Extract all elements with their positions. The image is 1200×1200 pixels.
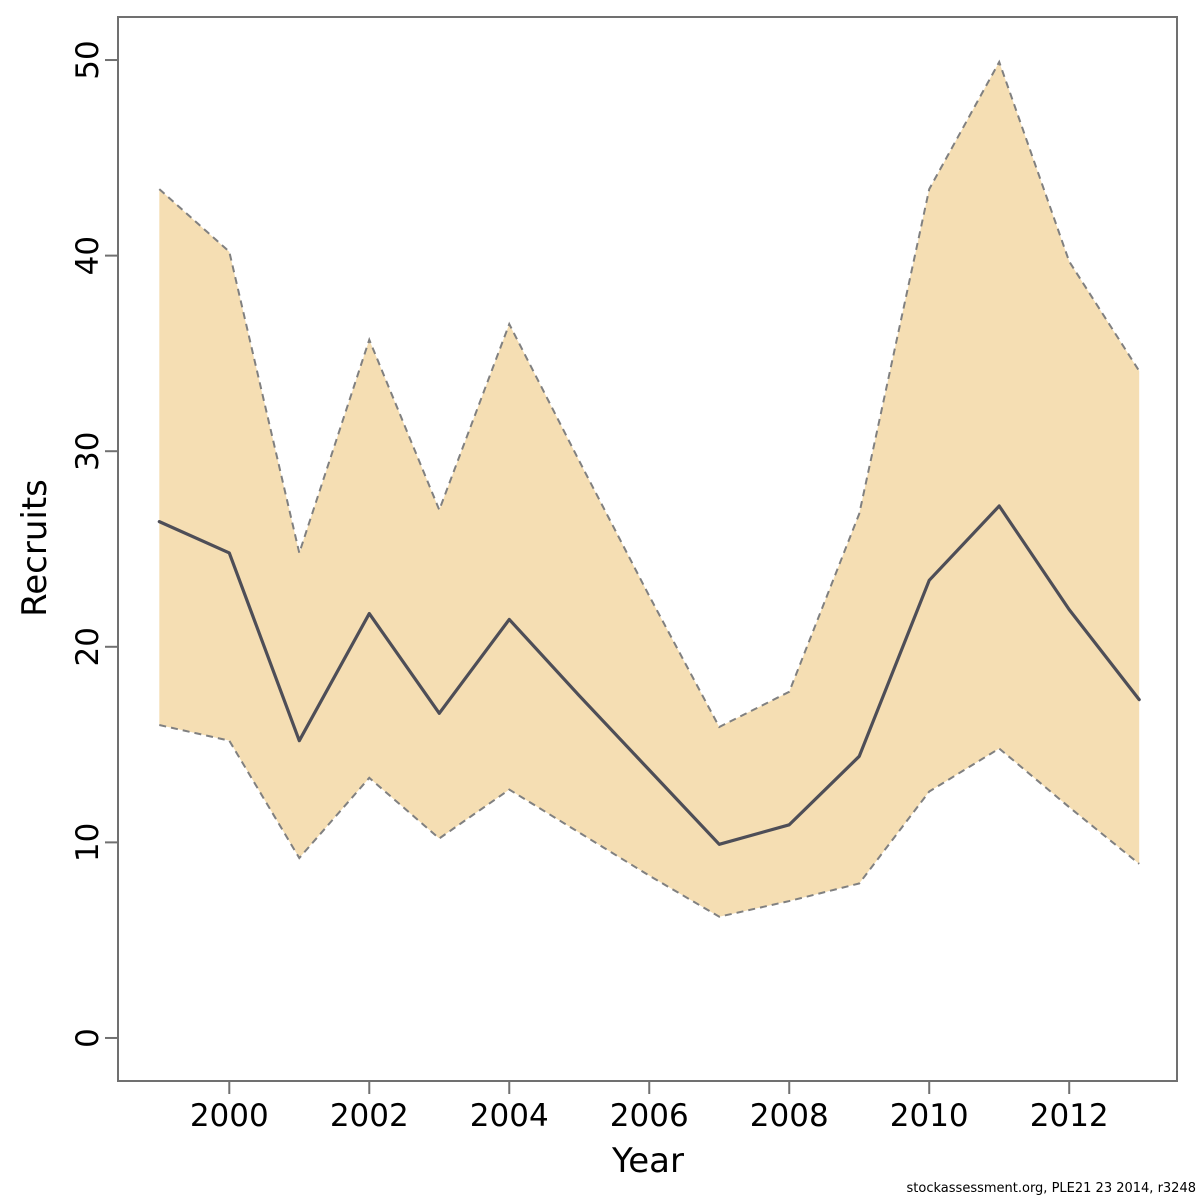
ci-lower-line <box>159 724 1140 918</box>
x-tick-label: 2006 <box>610 1098 689 1134</box>
y-tick-label: 20 <box>70 627 106 666</box>
x-tick-label: 2012 <box>1030 1098 1109 1134</box>
x-tick-label: 2000 <box>190 1098 269 1134</box>
x-tick-label: 2004 <box>470 1098 549 1134</box>
x-tick-label: 2002 <box>330 1098 409 1134</box>
confidence-band <box>159 61 1140 917</box>
y-axis-title: Recruits <box>15 479 55 617</box>
x-axis-title: Year <box>612 1141 684 1181</box>
x-tick-label: 2010 <box>890 1098 969 1134</box>
watermark-text: stockassessment.org, PLE21 23 2014, r324… <box>906 1181 1196 1196</box>
y-tick-label: 10 <box>70 823 106 862</box>
y-tick-label: 0 <box>70 1028 106 1048</box>
ci-upper-line <box>158 59 1141 729</box>
y-tick-label: 50 <box>70 40 106 79</box>
y-tick-label: 40 <box>70 236 106 275</box>
y-tick-label: 30 <box>70 431 106 470</box>
plot-border <box>117 16 1178 1082</box>
x-tick-label: 2008 <box>750 1098 829 1134</box>
recruits-line <box>157 504 1141 846</box>
